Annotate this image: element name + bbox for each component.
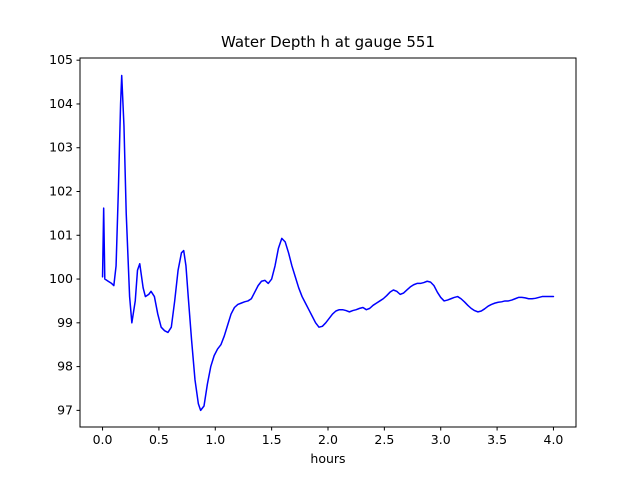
y-tick-label: 101: [49, 227, 73, 242]
y-tick-label: 99: [57, 315, 73, 330]
x-tick-label: 0.0: [93, 432, 113, 447]
water-depth-line: [101, 74, 555, 412]
y-tick-label: 102: [49, 184, 73, 199]
x-tick-label: 3.5: [487, 432, 507, 447]
x-tick-label: 1.5: [262, 432, 282, 447]
y-tick-label: 103: [49, 140, 73, 155]
x-tick-label: 3.0: [431, 432, 451, 447]
y-tick-label: 97: [57, 402, 73, 417]
x-tick-label: 4.0: [544, 432, 564, 447]
x-tick-label: 2.5: [374, 432, 394, 447]
chart-title: Water Depth h at gauge 551: [220, 33, 436, 51]
y-tick-label: 105: [49, 52, 73, 67]
y-tick-label: 100: [49, 271, 73, 286]
x-tick-label: 2.0: [318, 432, 338, 447]
y-tick-label: 104: [49, 96, 73, 111]
y-tick-label: 98: [57, 359, 73, 374]
axes-border: [79, 57, 577, 428]
x-axis-label: hours: [310, 451, 346, 466]
x-tick-label: 0.5: [149, 432, 169, 447]
x-tick-label: 1.0: [205, 432, 225, 447]
